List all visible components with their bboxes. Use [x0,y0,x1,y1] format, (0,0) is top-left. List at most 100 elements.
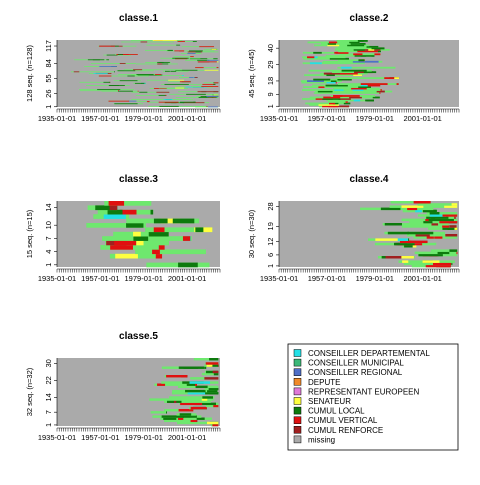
sequence-row [320,72,368,75]
sequence-row [100,245,165,250]
sequence-row [113,103,144,105]
sequence-row [312,84,381,87]
y-tick-label: 26 [44,89,53,97]
state-segment [133,236,149,241]
sequence-row [169,396,215,399]
sequence-row [158,87,185,89]
y-tick-label: 7 [44,236,53,240]
sequence-row [190,86,219,87]
sequence-row [145,227,213,233]
state-segment [336,40,368,42]
sequence-row [154,75,184,76]
plot-area [57,40,220,107]
state-segment [180,101,196,103]
state-segment [413,201,431,204]
state-segment [334,89,344,91]
state-segment [379,92,381,94]
sequence-row [74,59,110,61]
sequence-row [303,86,371,88]
state-segment [135,249,206,255]
sequence-row [368,238,410,241]
sequence-row [136,63,178,65]
state-segment [134,82,145,84]
state-segment [394,242,415,246]
state-segment [178,417,184,420]
state-segment [186,383,197,386]
state-segment [195,106,219,108]
state-segment [384,223,402,226]
state-segment [204,366,207,369]
state-segment [445,234,458,237]
state-segment [131,91,170,93]
x-tick-label: 1957-01-01 [308,274,346,283]
y-tick-label: 14 [44,393,53,401]
sequence-row [196,96,219,97]
state-segment [137,90,139,92]
sequence-row [162,102,210,104]
x-tick-label: 1935-01-01 [38,114,76,123]
state-segment [451,262,453,266]
sequence-row [71,71,115,73]
state-segment [198,61,217,63]
state-segment [454,216,456,219]
sequence-row [307,41,360,44]
legend-swatch [293,406,302,415]
state-segment [211,48,217,50]
sequence-row [428,227,458,230]
state-segment [325,54,375,57]
sequence-row [176,421,219,425]
state-segment [358,86,371,88]
state-segment [195,51,201,53]
state-segment [447,227,458,230]
sequence-row [337,83,399,85]
y-tick-label: 10 [44,221,53,229]
state-segment [195,385,208,389]
sequence-row [413,236,458,239]
state-segment [176,41,197,42]
state-segment [429,214,446,217]
state-segment [164,400,211,403]
state-segment [168,79,185,81]
state-segment [337,45,379,48]
state-segment [196,419,198,423]
state-segment [375,238,398,241]
state-segment [107,209,123,215]
state-segment [335,81,337,84]
state-segment [187,51,219,53]
state-segment [335,47,385,50]
state-segment [204,69,219,71]
state-segment [442,225,450,228]
state-segment [175,87,185,89]
state-segment [178,409,194,412]
sequence-row [87,205,118,211]
state-segment [175,97,219,98]
sequence-row [335,77,400,80]
sequence-row [193,358,219,361]
state-segment [315,90,393,93]
state-segment [199,46,215,48]
sequence-row [86,85,130,86]
state-segment [205,404,219,408]
state-segment [396,83,399,85]
x-tick-label: 2001-01-01 [168,114,206,123]
state-segment [334,51,349,54]
state-segment [337,66,396,69]
sequence-row [303,57,349,60]
state-segment [367,84,381,87]
state-segment [207,97,214,98]
state-segment [103,214,126,219]
sequence-row [304,74,363,77]
state-segment [195,383,197,386]
state-segment [87,59,105,61]
sequence-row [201,372,219,376]
state-segment [158,61,170,63]
state-segment [444,205,458,208]
state-segment [407,231,434,235]
state-segment [160,88,167,89]
sequence-row [152,415,202,418]
state-segment [313,51,322,54]
state-segment [117,90,119,92]
sequence-row [418,253,458,257]
state-segment [456,251,458,255]
sequence-row [113,231,169,237]
